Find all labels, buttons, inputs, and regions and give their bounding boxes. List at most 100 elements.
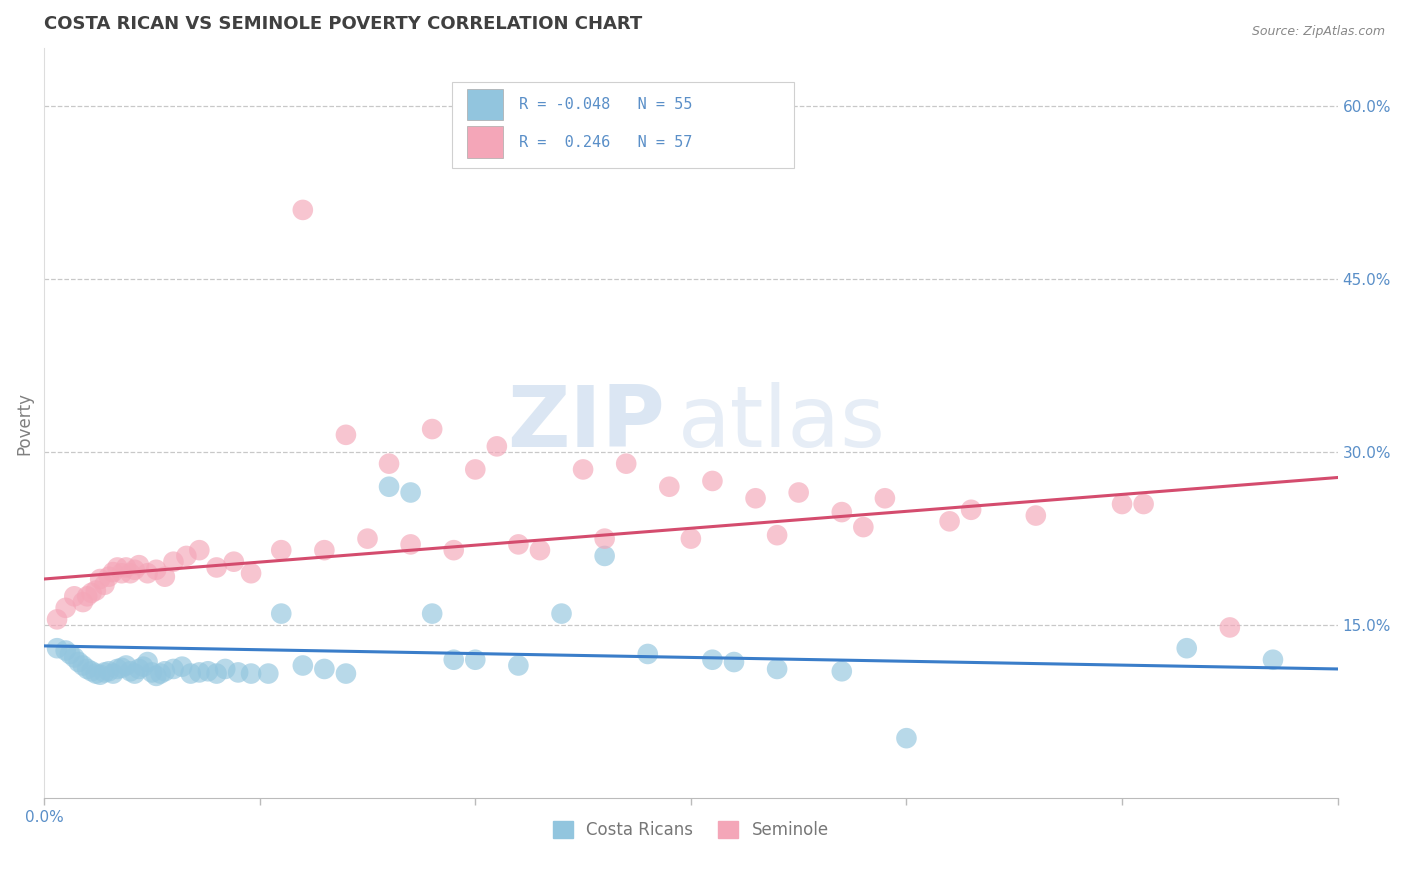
Point — [1025, 508, 1047, 523]
Point — [831, 665, 853, 679]
Point — [111, 566, 134, 581]
Point — [188, 665, 211, 680]
Point — [84, 583, 107, 598]
Point — [136, 566, 159, 581]
Point — [550, 607, 572, 621]
Point — [120, 665, 142, 679]
Point — [593, 549, 616, 563]
Point — [873, 491, 896, 506]
Point — [529, 543, 551, 558]
Point — [101, 666, 124, 681]
Point — [63, 589, 86, 603]
Point — [128, 558, 150, 573]
Point — [145, 563, 167, 577]
Point — [723, 655, 745, 669]
Point — [97, 570, 120, 584]
Point — [356, 532, 378, 546]
Point — [101, 565, 124, 579]
Point — [59, 647, 82, 661]
Point — [614, 457, 637, 471]
Point — [162, 662, 184, 676]
Bar — [467, 89, 503, 120]
Point — [89, 572, 111, 586]
Point — [637, 647, 659, 661]
Point — [72, 658, 94, 673]
Point — [443, 653, 465, 667]
Text: R = -0.048   N = 55: R = -0.048 N = 55 — [519, 97, 692, 112]
Point — [702, 653, 724, 667]
Point — [115, 658, 138, 673]
Point — [93, 665, 115, 680]
Point — [67, 655, 90, 669]
Point — [226, 665, 249, 680]
Point — [55, 643, 77, 657]
Point — [76, 662, 98, 676]
Point — [399, 485, 422, 500]
Point — [464, 462, 486, 476]
Point — [1132, 497, 1154, 511]
Text: R =  0.246   N = 57: R = 0.246 N = 57 — [519, 135, 692, 150]
Point — [1261, 653, 1284, 667]
Text: atlas: atlas — [678, 382, 886, 465]
Point — [176, 549, 198, 563]
Point — [702, 474, 724, 488]
Point — [572, 462, 595, 476]
Legend: Costa Ricans, Seminole: Costa Ricans, Seminole — [547, 814, 835, 846]
Point — [180, 666, 202, 681]
Point — [508, 658, 530, 673]
Point — [335, 427, 357, 442]
Point — [270, 607, 292, 621]
Point — [222, 555, 245, 569]
Point — [80, 586, 103, 600]
Point — [420, 607, 443, 621]
Point — [145, 669, 167, 683]
Point — [314, 662, 336, 676]
Text: Source: ZipAtlas.com: Source: ZipAtlas.com — [1251, 25, 1385, 38]
Text: ZIP: ZIP — [508, 382, 665, 465]
Point — [443, 543, 465, 558]
Point — [744, 491, 766, 506]
Point — [831, 505, 853, 519]
Point — [63, 650, 86, 665]
Point — [1175, 641, 1198, 656]
Point — [55, 600, 77, 615]
Point — [464, 653, 486, 667]
Point — [1219, 620, 1241, 634]
Point — [153, 570, 176, 584]
Point — [378, 457, 401, 471]
Point — [766, 662, 789, 676]
Point — [1111, 497, 1133, 511]
Point — [46, 641, 69, 656]
Point — [399, 537, 422, 551]
Bar — [467, 127, 503, 158]
Point — [80, 665, 103, 679]
Point — [132, 659, 155, 673]
Point — [240, 566, 263, 581]
Point — [852, 520, 875, 534]
Point — [107, 560, 129, 574]
FancyBboxPatch shape — [451, 82, 794, 169]
Point — [162, 555, 184, 569]
Point — [335, 666, 357, 681]
Point — [136, 655, 159, 669]
Point — [240, 666, 263, 681]
Point — [257, 666, 280, 681]
Point — [153, 665, 176, 679]
Point — [420, 422, 443, 436]
Point — [128, 662, 150, 676]
Point — [93, 578, 115, 592]
Point — [115, 560, 138, 574]
Point — [291, 658, 314, 673]
Point — [766, 528, 789, 542]
Point — [291, 202, 314, 217]
Point — [84, 666, 107, 681]
Point — [787, 485, 810, 500]
Point — [314, 543, 336, 558]
Point — [658, 480, 681, 494]
Point — [679, 532, 702, 546]
Point — [76, 589, 98, 603]
Point — [593, 532, 616, 546]
Point — [960, 503, 983, 517]
Point — [197, 665, 219, 679]
Point — [124, 666, 146, 681]
